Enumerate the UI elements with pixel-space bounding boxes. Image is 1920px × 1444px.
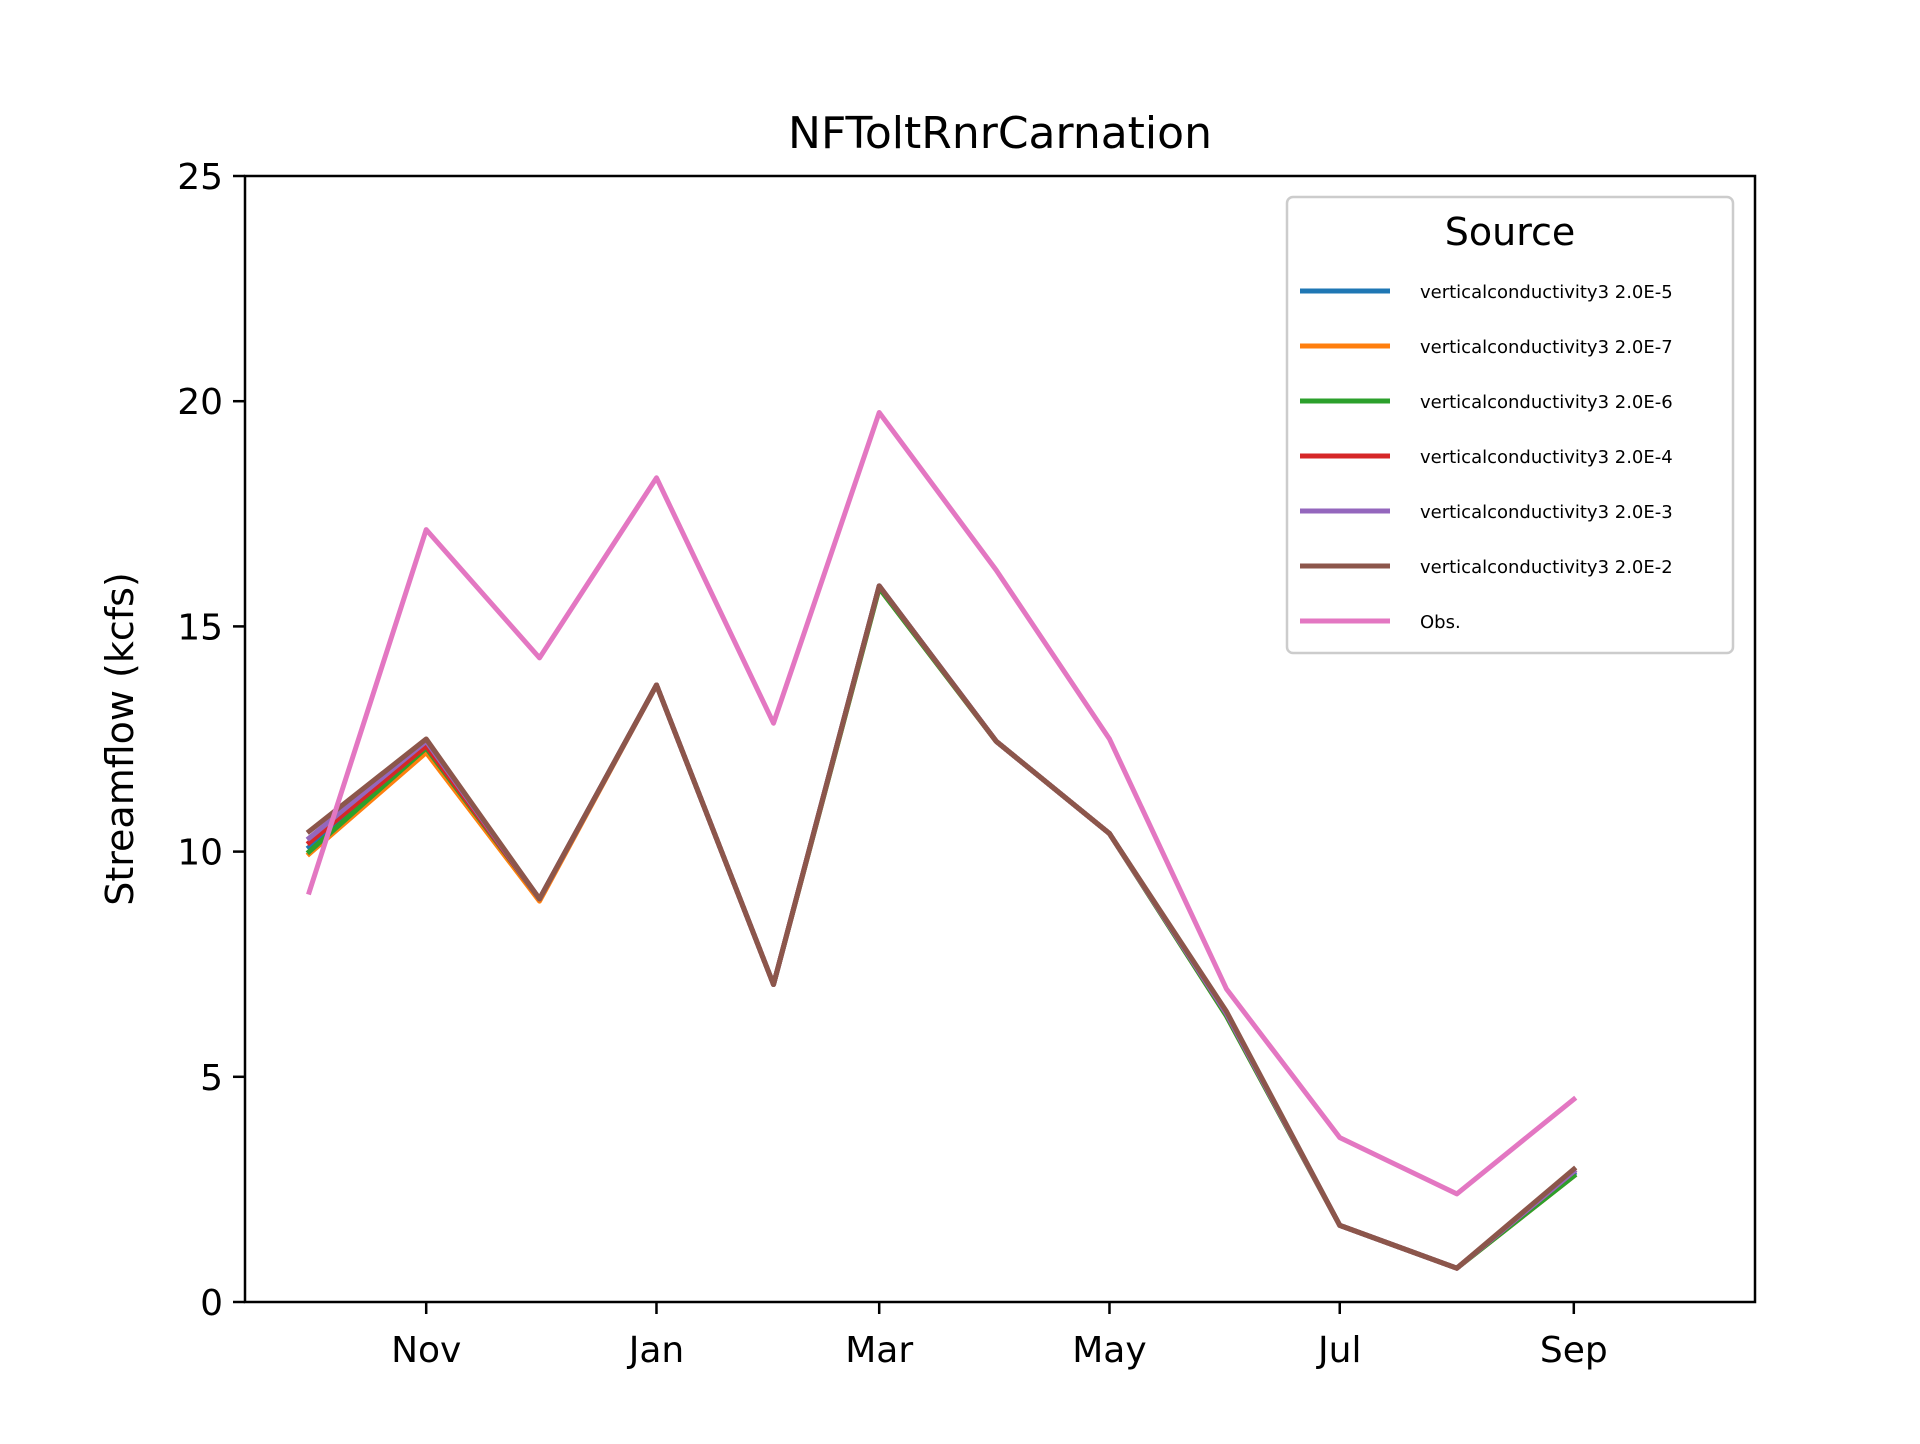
y-axis-label: Streamflow (kcfs) [98, 572, 142, 906]
axes-group: 0 5 10 15 20 25 Nov Jan Mar May Jul Sep [177, 157, 1757, 1371]
y-tick-label: 15 [177, 607, 223, 648]
x-tick-label: Jul [1316, 1330, 1361, 1371]
y-tick-label: 0 [200, 1283, 223, 1324]
legend-entry-label: verticalconductivity3 2.0E-7 [1420, 337, 1673, 358]
legend-entry-label: verticalconductivity3 2.0E-5 [1420, 282, 1673, 303]
legend-box [1285, 195, 1735, 655]
series-line-6 [305, 583, 1578, 1271]
x-tick-label: Jan [627, 1330, 685, 1371]
legend-entry-label: verticalconductivity3 2.0E-4 [1420, 447, 1673, 468]
y-tick-label: 20 [177, 382, 223, 423]
y-tick-label: 10 [177, 833, 223, 874]
legend-entry-label: Obs. [1420, 612, 1461, 633]
legend: Source verticalconductivity3 2.0E-5 vertic… [1285, 195, 1735, 655]
x-tick-label: Sep [1540, 1330, 1608, 1371]
series-line-7 [306, 410, 1578, 1197]
x-tick-label: Mar [845, 1330, 913, 1371]
legend-entry-label: verticalconductivity3 2.0E-2 [1420, 557, 1673, 578]
plot-frame [243, 174, 1757, 1304]
y-tick-label: 5 [200, 1058, 223, 1099]
x-tick-label: Nov [391, 1330, 461, 1371]
y-tick-label: 25 [177, 157, 223, 198]
legend-entry-label: verticalconductivity3 2.0E-3 [1420, 502, 1673, 523]
legend-entry-label: verticalconductivity3 2.0E-6 [1420, 392, 1673, 413]
x-tick-label: May [1072, 1330, 1146, 1371]
series-group [305, 410, 1578, 1271]
chart-title: NFToltRnrCarnation [788, 108, 1212, 159]
legend-title: Source [1445, 210, 1576, 254]
